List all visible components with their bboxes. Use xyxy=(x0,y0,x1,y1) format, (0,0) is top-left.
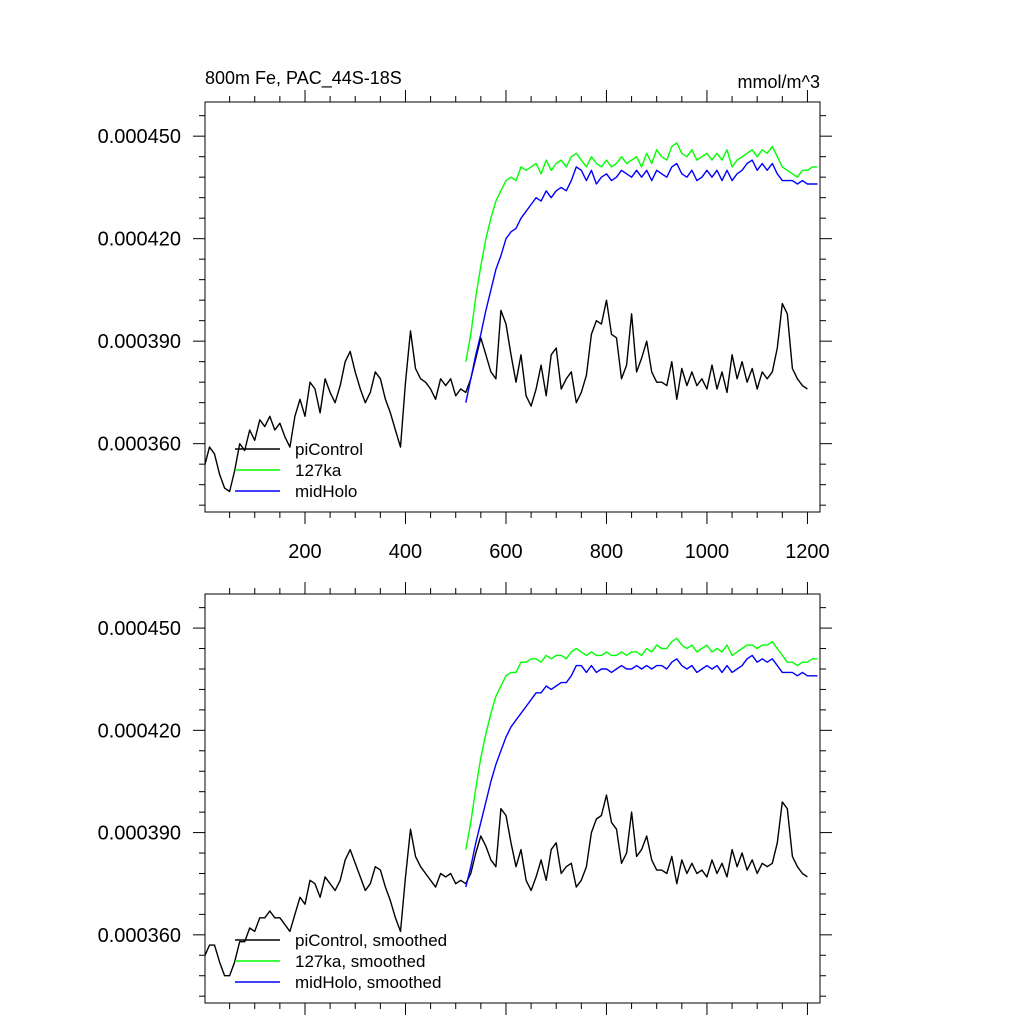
x-tick-label: 200 xyxy=(288,541,321,563)
legend-label: 127ka, smoothed xyxy=(295,952,425,971)
units-label: mmol/m^3 xyxy=(738,72,820,92)
chart-title: 800m Fe, PAC_44S-18S xyxy=(205,68,402,89)
x-tick-label: 1000 xyxy=(685,541,730,563)
series-line-midholo-smoothed xyxy=(465,654,818,888)
legend-label: midHolo xyxy=(295,482,357,501)
legend-label: piControl xyxy=(295,440,363,459)
y-tick-label: 0.000420 xyxy=(98,229,181,251)
plot-frame xyxy=(204,101,821,513)
y-tick-label: 0.000420 xyxy=(98,720,181,742)
legend-label: 127ka xyxy=(295,461,342,480)
y-tick-label: 0.000450 xyxy=(98,618,181,640)
plot-frame xyxy=(204,593,821,1004)
series-line-127ka xyxy=(465,142,818,362)
y-tick-label: 0.000360 xyxy=(98,925,181,947)
y-tick-label: 0.000360 xyxy=(98,434,181,456)
y-tick-label: 0.000390 xyxy=(98,823,181,845)
y-tick-label: 0.000390 xyxy=(98,331,181,353)
top-panel: 200 400 600 800 1000 1200 0.000360 0.000390 0.00… xyxy=(98,90,832,563)
legend-label: midHolo, smoothed xyxy=(295,973,441,992)
x-tick-label: 1200 xyxy=(785,541,830,563)
series-line-picontrol xyxy=(205,299,808,493)
x-tick-label: 600 xyxy=(489,541,522,563)
x-tick-label: 800 xyxy=(590,541,623,563)
series-line-127ka-smoothed xyxy=(465,637,818,850)
series-line-picontrol-smoothed xyxy=(205,794,808,977)
bottom-panel: 0.000360 0.000390 0.000420 0.000450 piContro… xyxy=(98,582,832,1015)
series-line-midholo xyxy=(465,159,818,403)
y-tick-label: 0.000450 xyxy=(98,126,181,148)
x-tick-label: 400 xyxy=(389,541,422,563)
legend-label: piControl, smoothed xyxy=(295,931,447,950)
